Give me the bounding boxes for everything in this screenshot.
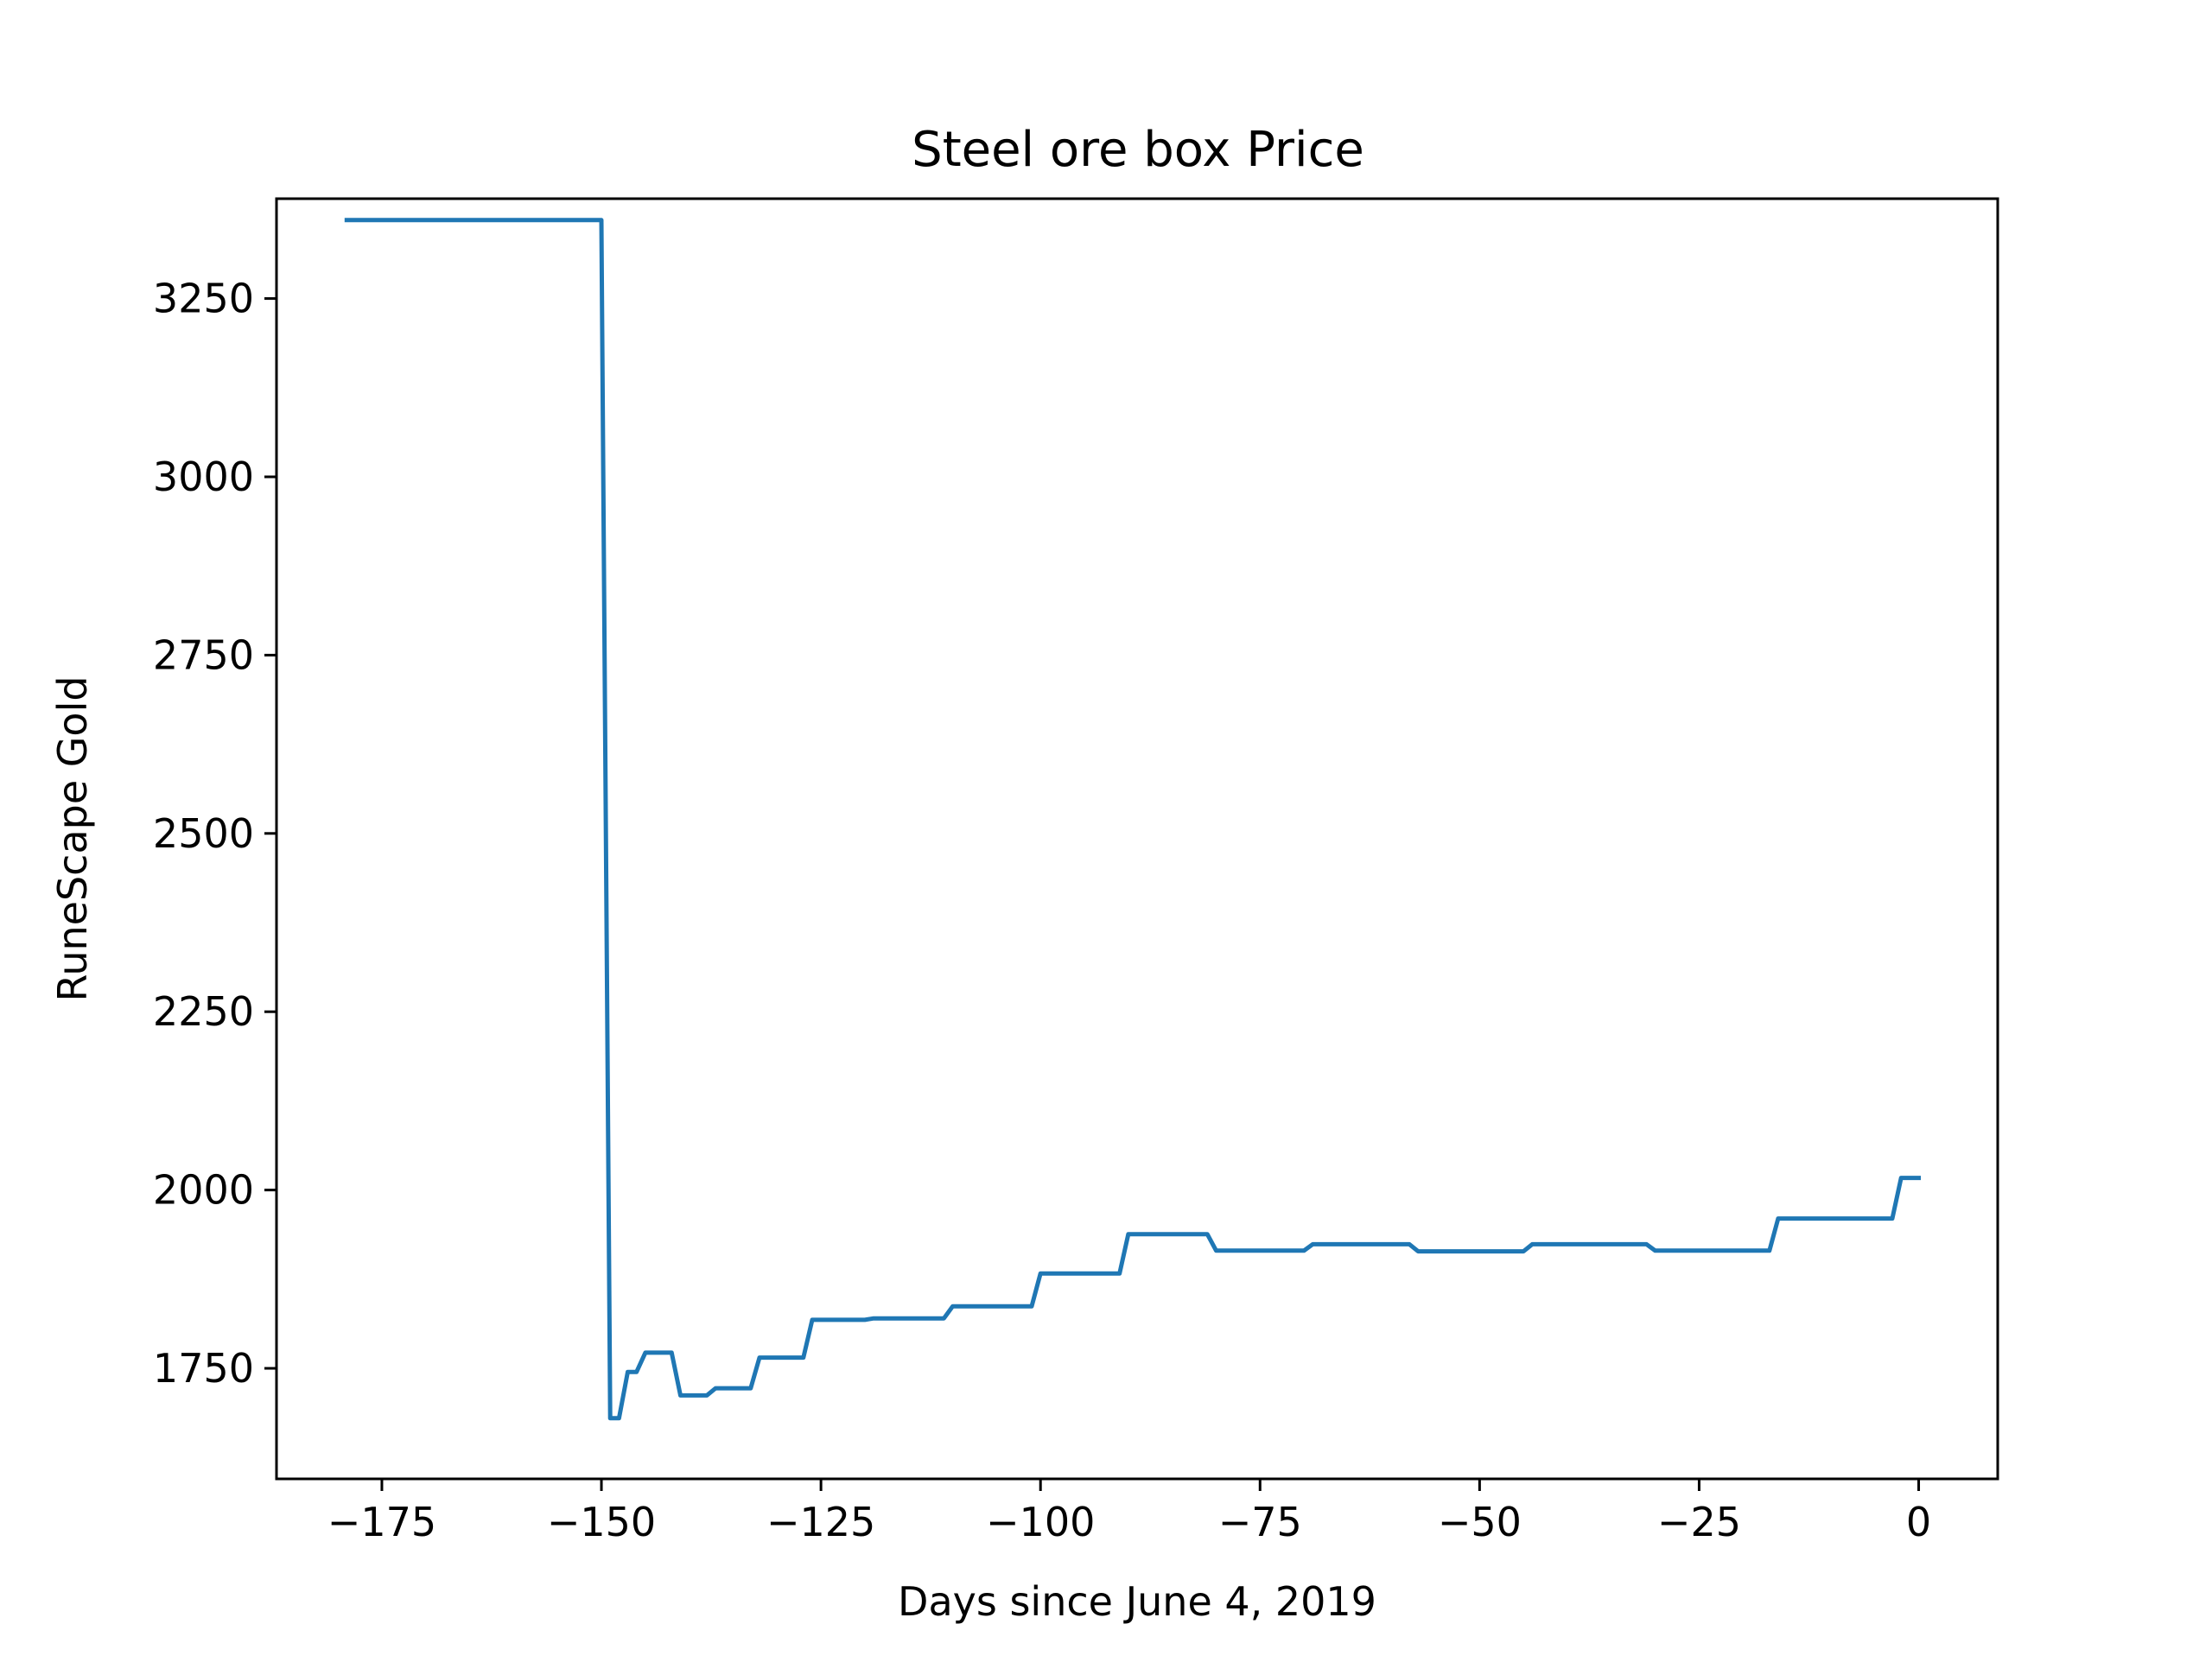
x-tick-label: −75 [1218, 1499, 1302, 1545]
y-tick-label: 2750 [153, 631, 254, 678]
plot-frame [275, 197, 1999, 1481]
y-tick-label: 2250 [153, 988, 254, 1035]
x-tick-label: −100 [986, 1499, 1095, 1545]
y-tick-label: 2500 [153, 810, 254, 857]
y-tick-label: 1750 [153, 1345, 254, 1392]
y-axis-label: RuneScape Gold [49, 676, 96, 1001]
chart-title: Steel ore box Price [912, 122, 1364, 178]
x-tick-label: −125 [766, 1499, 875, 1545]
y-tick-label: 3250 [153, 276, 254, 322]
x-axis-ticks: −175 −150 −125 −100 −75 −50 −25 0 [327, 1479, 1931, 1545]
x-tick-label: −175 [327, 1499, 436, 1545]
y-tick-label: 2000 [153, 1167, 254, 1214]
series-layer [344, 218, 1921, 1421]
x-tick-label: −50 [1438, 1499, 1522, 1545]
x-tick-label: −25 [1657, 1499, 1741, 1545]
y-axis-ticks: 1750 2000 2250 2500 2750 3000 3250 [153, 276, 276, 1392]
x-tick-label: 0 [1906, 1499, 1931, 1545]
y-tick-label: 3000 [153, 454, 254, 500]
x-tick-label: −150 [547, 1499, 656, 1545]
x-axis-label: Days since June 4, 2019 [898, 1578, 1376, 1625]
series-line-0 [344, 218, 1921, 1421]
